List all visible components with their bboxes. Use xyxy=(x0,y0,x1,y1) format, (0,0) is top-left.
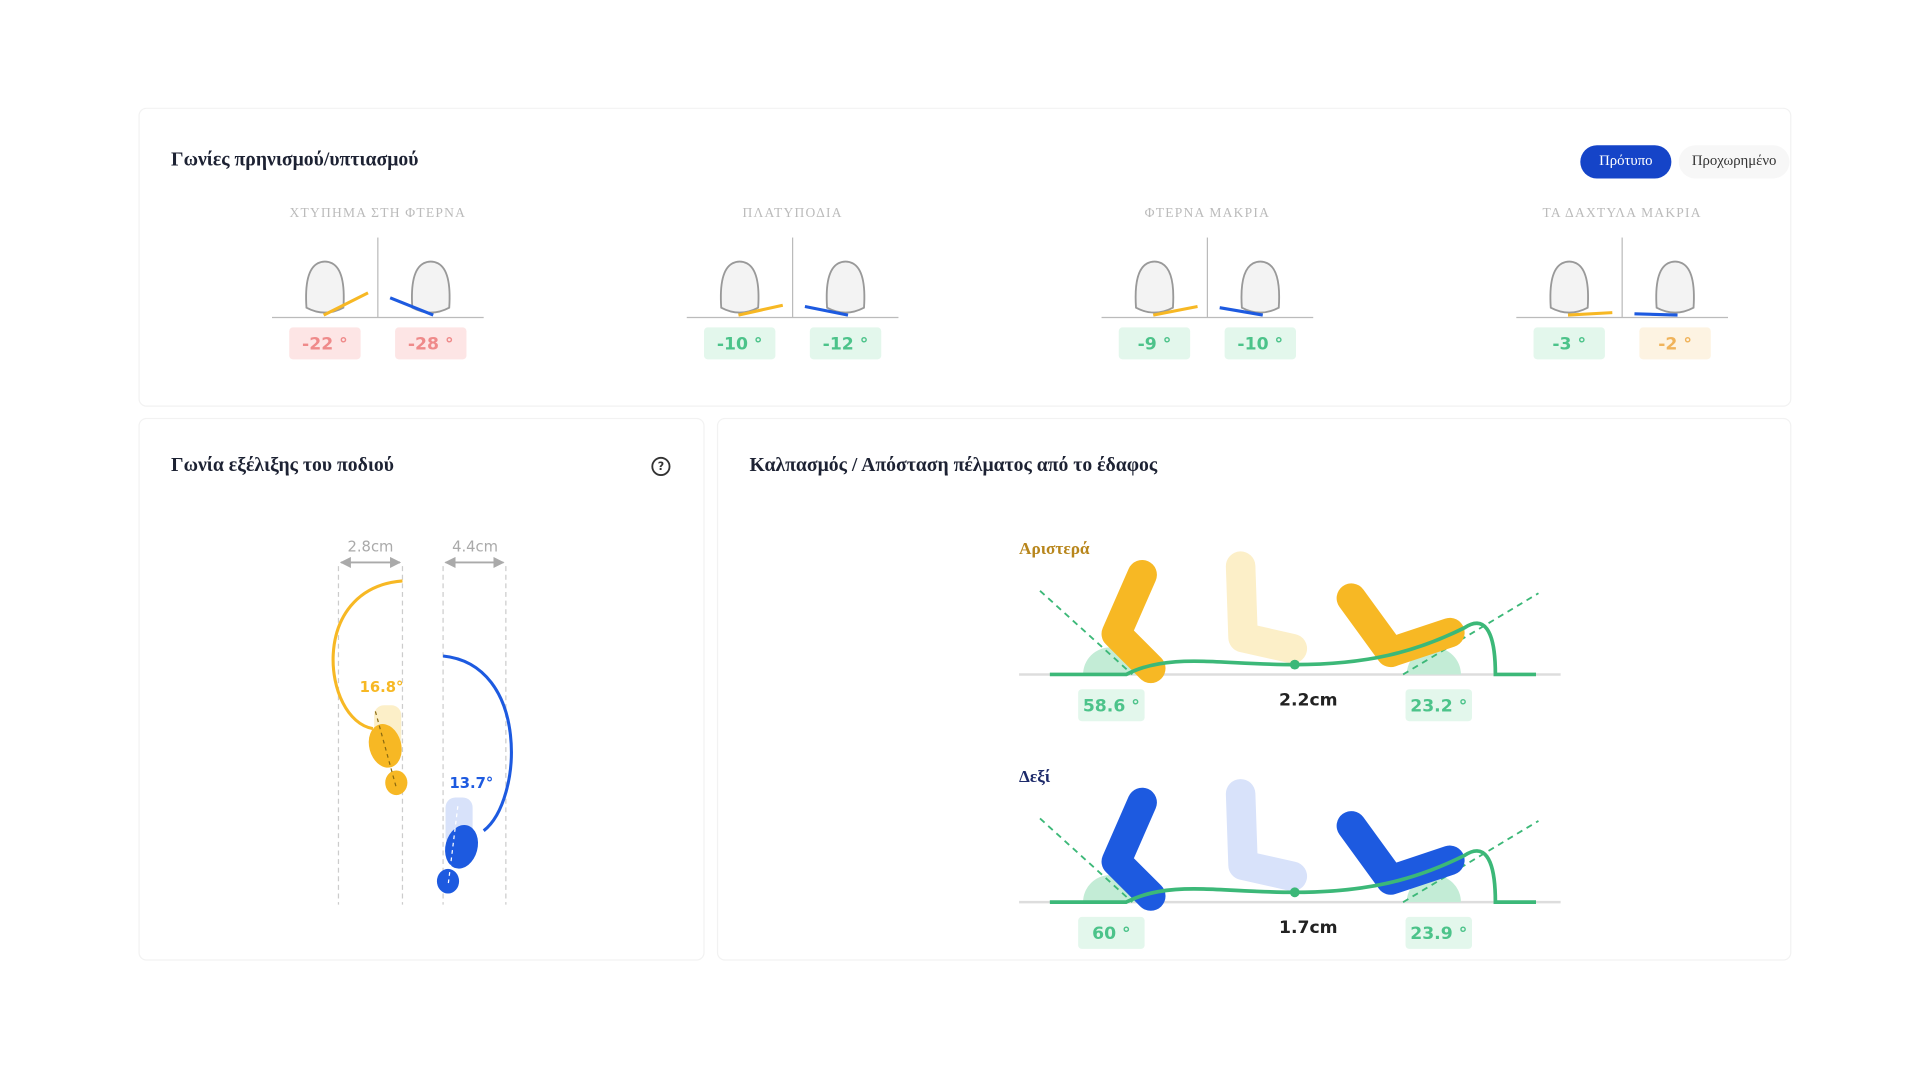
tilt-line xyxy=(1634,312,1678,317)
badge xyxy=(1224,327,1296,360)
foot xyxy=(1336,583,1465,668)
angle-ray xyxy=(1402,820,1539,903)
angle-label: 16.8° xyxy=(360,679,404,696)
badge-label: -28 ° xyxy=(408,335,454,355)
badge xyxy=(1639,327,1711,360)
side-label: Αριστερά xyxy=(1019,539,1090,558)
badge-label: 23.9 ° xyxy=(1410,924,1467,944)
phase-label: ΠΛΑΤΥΠΟΔΙΑ xyxy=(742,205,842,220)
badge-label: -2 ° xyxy=(1658,335,1692,355)
tilt-line xyxy=(1152,304,1198,317)
clearance-card xyxy=(716,417,1792,961)
mode-button[interactable] xyxy=(1678,145,1790,179)
shoe xyxy=(1549,260,1589,314)
badge-label: -22 ° xyxy=(302,335,348,355)
angle-ray xyxy=(1039,590,1133,676)
tilt-line xyxy=(1219,306,1264,317)
foot xyxy=(1336,811,1465,895)
tilt-line xyxy=(1567,311,1613,317)
clearance-label: 2.2cm xyxy=(1279,690,1338,710)
mode-label[interactable]: Πρότυπο xyxy=(1599,153,1652,169)
side-label: Δεξί xyxy=(1019,767,1051,786)
foot-axis xyxy=(447,806,459,887)
angle-arc xyxy=(331,579,403,731)
badge-label: -9 ° xyxy=(1138,335,1172,355)
shoe xyxy=(411,260,451,314)
badge-label: -12 ° xyxy=(823,335,869,355)
trajectory-point xyxy=(1289,887,1300,898)
badge xyxy=(395,327,467,360)
shoe xyxy=(719,260,760,314)
badge-label: 60 ° xyxy=(1092,924,1131,944)
phase-label: ΤΑ ΔΑΧΤΥΛΑ ΜΑΚΡΙΑ xyxy=(1543,205,1702,220)
phase-label: ΦΤΕΡΝΑ ΜΑΚΡΙΑ xyxy=(1145,205,1270,220)
badge xyxy=(704,327,776,360)
angle-label: 13.7° xyxy=(449,775,493,792)
footprint xyxy=(385,770,408,796)
badge-label: -10 ° xyxy=(717,335,763,355)
badge xyxy=(1405,916,1472,949)
tilt-line xyxy=(738,303,784,317)
phase-label: ΧΤΥΠΗΜΑ ΣΤΗ ΦΤΕΡΝΑ xyxy=(290,205,467,220)
badge-label: -3 ° xyxy=(1552,335,1586,355)
angle-arc xyxy=(442,654,513,832)
footprint xyxy=(368,724,402,768)
shoe xyxy=(1134,260,1175,314)
width-label: 2.8cm xyxy=(347,539,393,556)
badge xyxy=(1405,689,1472,722)
footprint xyxy=(445,824,479,869)
shoe xyxy=(1655,260,1695,314)
section-title: Γωνία εξέλιξης του ποδιού xyxy=(171,454,394,476)
shoe xyxy=(305,260,345,314)
tilt-line xyxy=(804,304,849,317)
angle-ray xyxy=(1402,592,1539,676)
badge xyxy=(1533,327,1605,360)
angle-ray xyxy=(1039,817,1133,903)
shoe xyxy=(825,260,866,314)
posture-card xyxy=(138,107,1792,407)
mode-button[interactable] xyxy=(1580,145,1672,179)
badge xyxy=(289,327,361,360)
tilt-line xyxy=(389,296,434,317)
tilt-line xyxy=(323,291,369,317)
foot xyxy=(1101,787,1166,911)
help-icon[interactable] xyxy=(651,456,671,477)
badge-label: -10 ° xyxy=(1237,335,1283,355)
foot-axis xyxy=(374,711,397,788)
section-title: Καλπασμός / Απόσταση πέλματος από το έδα… xyxy=(750,454,1158,476)
clearance-label: 1.7cm xyxy=(1279,918,1338,938)
trajectory xyxy=(1049,849,1536,904)
badge-label: 58.6 ° xyxy=(1083,696,1140,716)
progression-card xyxy=(138,417,705,961)
foot xyxy=(1101,560,1166,684)
foot xyxy=(1225,779,1308,892)
help-icon-glyph[interactable]: ? xyxy=(658,460,664,473)
badge-label: 23.2 ° xyxy=(1410,696,1467,716)
badge xyxy=(1078,916,1145,949)
trajectory xyxy=(1049,621,1536,677)
progression-diagram xyxy=(337,566,507,905)
shoe xyxy=(1240,260,1281,314)
width-label: 4.4cm xyxy=(452,539,498,556)
mode-label[interactable]: Προχωρημένο xyxy=(1692,153,1777,169)
badge xyxy=(1078,689,1145,722)
trajectory-point xyxy=(1289,659,1300,670)
foot xyxy=(1225,551,1308,664)
badge xyxy=(1118,327,1191,360)
section-title: Γωνίες πρηνισμού/υπτιασμού xyxy=(171,149,418,171)
badge xyxy=(809,327,882,360)
